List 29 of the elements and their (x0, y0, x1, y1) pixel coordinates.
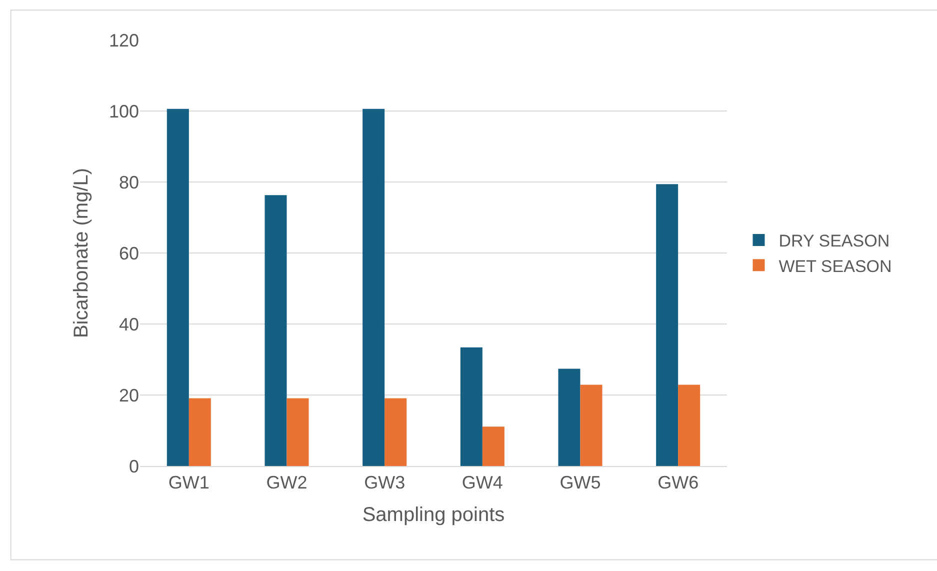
bar (460, 347, 482, 466)
bar (264, 195, 287, 466)
y-tick-label: 40 (118, 314, 139, 334)
x-tick-label: GW1 (168, 472, 210, 493)
bar (188, 398, 211, 466)
bar (286, 398, 309, 466)
bar (580, 384, 602, 466)
bar (384, 398, 407, 466)
bar (678, 384, 700, 466)
y-tick-label: 100 (108, 101, 139, 122)
y-axis-title: Bicarbonate (mg/L) (70, 168, 92, 338)
bar (362, 108, 385, 466)
y-tick-label: 80 (118, 172, 139, 192)
bar (558, 368, 580, 466)
y-tick-label: 60 (118, 243, 139, 264)
bar (482, 426, 504, 466)
legend-label: WET SEASON (778, 256, 892, 276)
bar (656, 184, 678, 466)
x-tick-label: GW2 (266, 472, 308, 493)
y-tick-label: 20 (118, 385, 139, 406)
x-tick-label: GW6 (658, 472, 699, 493)
x-tick-label: GW4 (462, 472, 503, 493)
x-tick-label: GW3 (364, 472, 406, 493)
y-tick-label: 120 (108, 30, 139, 50)
legend-label: DRY SEASON (778, 232, 890, 251)
x-axis-title: Sampling points (362, 504, 505, 526)
bar (166, 108, 189, 466)
y-tick-label: 0 (128, 456, 139, 476)
x-tick-label: GW5 (560, 472, 601, 493)
